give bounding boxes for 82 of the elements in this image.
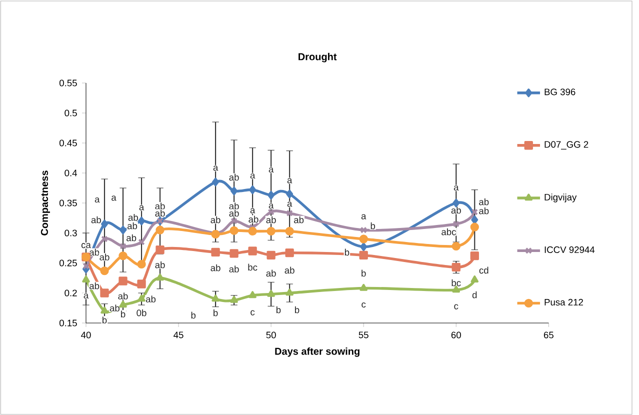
annotation: ab <box>90 282 100 290</box>
annotation: b <box>370 222 376 230</box>
annotation: ab <box>100 254 110 260</box>
annotation: a <box>94 197 100 203</box>
annotation: bc <box>452 279 461 286</box>
legend-label: Digvijay <box>544 194 577 202</box>
annotation: ab <box>210 264 220 272</box>
annotation: b <box>191 312 196 319</box>
annotation: a <box>250 208 256 214</box>
annotation: ab <box>229 266 239 272</box>
annotation: bc <box>248 264 258 271</box>
annotation: ab <box>127 222 138 230</box>
y-tick-label: 0.2 <box>64 290 77 296</box>
annotation: a <box>268 167 274 173</box>
annotation: ab <box>266 270 276 277</box>
annotation: ab <box>479 198 489 206</box>
annotation: b <box>276 306 281 314</box>
annotation: d <box>472 291 477 298</box>
x-tick-label: 60 <box>451 332 461 338</box>
annotation: ab <box>128 214 138 221</box>
legend-label: ICCV 92944 <box>544 246 595 253</box>
y-tick-label: 0.4 <box>64 170 78 176</box>
annotation: a <box>84 293 89 299</box>
annotation: a <box>268 203 274 209</box>
annotation: ab <box>210 216 220 224</box>
y-tick-label: 0.35 <box>59 200 77 206</box>
x-tick-label: 55 <box>358 332 368 338</box>
chart-title: Drought <box>298 52 337 62</box>
y-tick-label: 0.45 <box>59 140 77 146</box>
annotation: ab <box>155 261 165 268</box>
x-axis-title: Days after sowing <box>275 347 360 357</box>
y-tick-label: 0.25 <box>59 260 77 266</box>
annotation: 0b <box>136 309 146 316</box>
x-tick-label: 50 <box>266 332 276 338</box>
y-axis-title: Compactness <box>40 170 50 236</box>
y-tick-label: 0.3 <box>64 230 77 236</box>
x-tick-label: 40 <box>81 332 91 338</box>
annotation: b <box>344 248 350 256</box>
annotation: a <box>287 202 292 207</box>
annotation: cd <box>479 266 488 274</box>
annotation: a <box>287 178 292 184</box>
legend-label: BG 396 <box>544 88 576 96</box>
annotation: ab <box>248 216 258 223</box>
y-tick-label: 0.55 <box>59 80 77 86</box>
x-tick-label: 45 <box>174 332 184 338</box>
annotation: ab <box>294 216 304 224</box>
annotation: ab <box>266 216 276 224</box>
x-tick-label: 65 <box>544 332 554 338</box>
annotation: ab <box>110 304 120 312</box>
annotation: b <box>214 309 218 316</box>
annotation: ca <box>81 243 91 248</box>
annotation: b <box>102 316 107 324</box>
annotation: ab <box>146 296 156 302</box>
annotation: a <box>361 214 366 220</box>
annotation: ab <box>118 292 128 300</box>
y-tick-label: 0.5 <box>64 110 77 116</box>
annotation: a <box>213 166 218 171</box>
annotation: a <box>139 205 144 210</box>
legend-label: Pusa 212 <box>544 298 583 306</box>
annotation: ab <box>451 206 461 214</box>
annotation: ab <box>90 248 100 256</box>
annotation: ab <box>229 202 239 210</box>
annotation: ab <box>479 207 489 214</box>
annotation: ab <box>229 210 239 217</box>
y-tick-label: 0.15 <box>59 320 77 326</box>
annotation: ab <box>126 234 136 242</box>
annotation: c <box>250 310 255 316</box>
annotation: a <box>454 185 459 191</box>
annotation: ab <box>229 174 239 181</box>
legend-label: D07_GG 2 <box>544 141 588 150</box>
annotation: b <box>121 310 126 318</box>
annotation: ab <box>155 210 165 217</box>
annotation: abc <box>442 228 456 236</box>
annotation: ab <box>284 266 294 274</box>
annotation: a <box>250 173 256 179</box>
annotation: b <box>362 270 366 277</box>
annotation: c <box>362 302 366 308</box>
annotation: ab <box>155 202 165 210</box>
annotation: c <box>454 304 458 310</box>
annotation: ab <box>91 216 101 224</box>
annotation: a <box>112 196 116 201</box>
annotation: b <box>294 306 300 314</box>
